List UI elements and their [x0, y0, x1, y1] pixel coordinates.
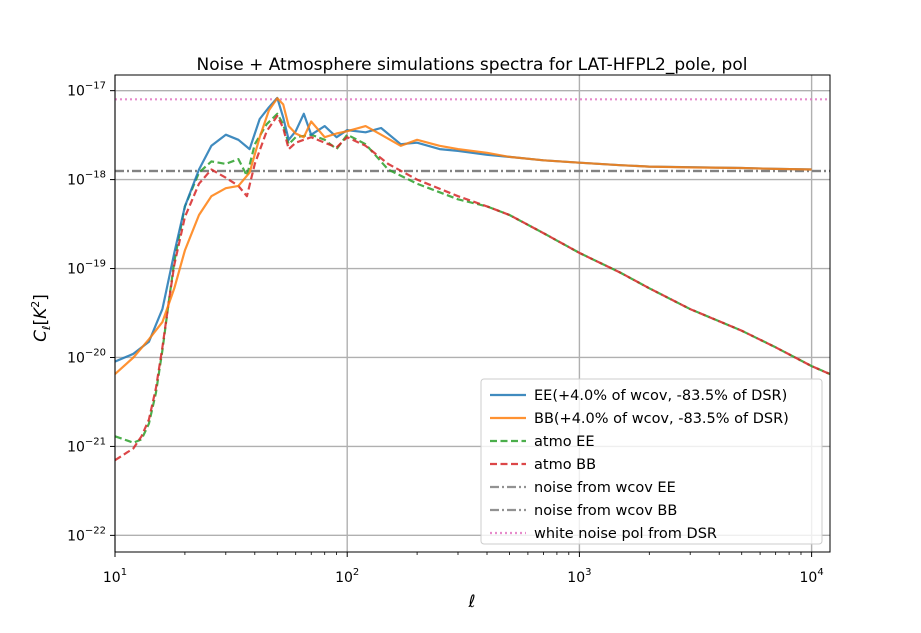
- legend: EE(+4.0% of wcov, -83.5% of DSR) BB(+4.0%…: [480, 378, 823, 545]
- y-tick-label: 10−20: [67, 347, 106, 366]
- plot-frame: [114, 74, 831, 553]
- y-tick-label: 10−22: [67, 525, 106, 544]
- chart-title: Noise + Atmosphere simulations spectra f…: [197, 55, 748, 75]
- y-tick-label: 10−18: [67, 170, 106, 189]
- x-axis-label: ℓ: [467, 592, 475, 612]
- ticks: 101 102 103 104 10−17 10−18 10−19 10−20 10−21 10−…: [67, 81, 824, 586]
- legend-label: EE(+4.0% of wcov, -83.5% of DSR): [534, 388, 787, 404]
- legend-box: [480, 378, 823, 545]
- y-tick-label: 10−17: [67, 81, 106, 100]
- legend-label: atmo BB: [534, 457, 596, 473]
- y-tick-label: 10−19: [67, 259, 106, 278]
- series-line-1: [115, 97, 812, 375]
- series-line-2: [115, 112, 830, 444]
- series-layer: [115, 96, 830, 462]
- y-tick-label: 10−21: [67, 436, 106, 455]
- x-tick-label: 103: [567, 567, 591, 586]
- y-axis-label: Cℓ[K2]: [29, 294, 53, 342]
- x-tick-label: 104: [800, 567, 824, 586]
- series-line-3: [115, 114, 830, 462]
- x-tick-label: 102: [335, 567, 359, 586]
- legend-label: noise from wcov EE: [534, 480, 676, 496]
- legend-label: white noise pol from DSR: [534, 526, 717, 542]
- x-tick-label: 101: [103, 567, 127, 586]
- legend-label: atmo EE: [534, 434, 595, 450]
- legend-label: noise from wcov BB: [534, 503, 677, 519]
- legend-label: BB(+4.0% of wcov, -83.5% of DSR): [534, 411, 789, 427]
